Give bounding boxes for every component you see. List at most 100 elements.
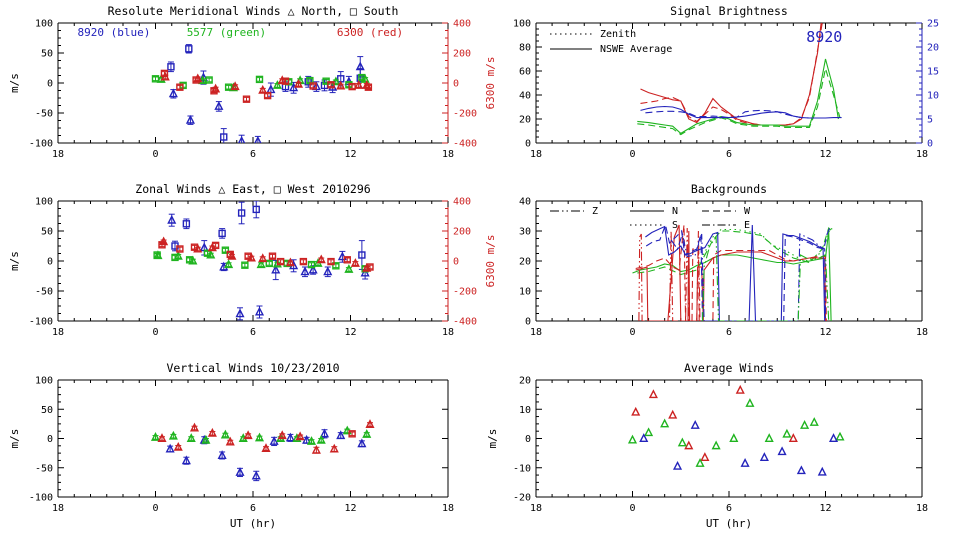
series-blue-dashed xyxy=(645,223,832,321)
marker-triangle xyxy=(150,432,161,441)
legend-label: NSWE Average xyxy=(600,44,672,55)
x-tick-label: 18 xyxy=(442,149,454,160)
y-axis-left: 100 50 0 -50 -100 m/s xyxy=(8,376,64,504)
marker-triangle xyxy=(269,436,279,445)
x-tick-label: 6 xyxy=(250,149,256,160)
x-tick-label: 18 xyxy=(442,327,454,338)
panel-meridional-winds: 18 0 6 12 18 100 50 0 -50 -100 m/s 400 200 0 -200 -400 6… xyxy=(8,4,497,160)
y-axis-right-title: 6300 m/s xyxy=(484,235,497,288)
marker-triangle xyxy=(293,78,304,88)
series-area xyxy=(153,201,374,321)
marker-triangle xyxy=(745,398,755,407)
chart-title: Average Winds xyxy=(684,361,774,375)
marker-triangle xyxy=(362,429,372,438)
marker-triangle xyxy=(271,264,281,274)
marker-square xyxy=(358,251,366,259)
y-tick-label-right: 0 xyxy=(453,79,459,90)
y-tick-label-right: -400 xyxy=(453,139,477,150)
series-8920-zenith xyxy=(165,428,367,482)
marker-triangle xyxy=(336,430,346,440)
annotation: 8920 xyxy=(806,28,842,46)
marker-triangle xyxy=(311,444,321,454)
marker-triangle xyxy=(235,467,245,476)
series-red-dashdotdot xyxy=(638,227,701,321)
y-tick-label-right: -200 xyxy=(453,109,477,120)
y-tick-label: -100 xyxy=(29,317,53,328)
legend-label: Zenith xyxy=(600,29,636,40)
series-5577-avg xyxy=(627,398,845,467)
marker-triangle xyxy=(185,114,195,124)
y-axis-left: 100 50 0 -50 -100 m/s xyxy=(8,197,64,328)
marker-triangle xyxy=(639,433,649,442)
series-6300-zenith xyxy=(157,419,375,454)
marker-square xyxy=(307,260,316,269)
y-tick-label: 0 xyxy=(525,317,531,328)
marker-triangle xyxy=(362,80,372,89)
marker-triangle xyxy=(777,446,787,456)
marker-triangle xyxy=(165,443,175,453)
series-area xyxy=(632,223,836,321)
marker-triangle xyxy=(285,432,295,442)
marker-triangle xyxy=(214,101,224,110)
y-tick-label: 30 xyxy=(519,227,531,238)
x-tick-label: 18 xyxy=(530,503,542,514)
x-tick-label: 0 xyxy=(629,149,635,160)
marker-square xyxy=(276,257,285,266)
marker-triangle xyxy=(261,443,271,452)
marker-triangle xyxy=(306,436,317,445)
annotation: 5577 (green) xyxy=(187,26,266,39)
marker-triangle xyxy=(362,262,372,272)
chart-title: Resolute Meridional Winds △ North, □ Sou… xyxy=(108,4,399,18)
marker-square xyxy=(176,245,184,253)
y-tick-label-right: 5 xyxy=(927,115,933,126)
marker-triangle xyxy=(828,433,839,442)
marker-triangle xyxy=(690,420,700,429)
series-5577-zenith xyxy=(150,425,372,445)
marker-triangle xyxy=(800,420,810,429)
marker-square xyxy=(309,82,317,90)
x-axis: 18 0 6 12 18 xyxy=(530,201,928,338)
y-axis-right: 25 20 15 10 5 0 xyxy=(916,19,939,150)
x-tick-label: 12 xyxy=(344,503,356,514)
annotation: 8920 (blue) xyxy=(78,26,151,39)
marker-triangle xyxy=(684,440,694,450)
series-6300-zenith-sq xyxy=(348,430,356,438)
marker-triangle xyxy=(157,433,167,442)
series-green-dashed xyxy=(637,226,834,276)
series-5577-zenith xyxy=(637,68,841,136)
panel-average-winds: 18 0 6 12 18 UT (hr) 20 10 0 -10 -20 m/s Average Win… xyxy=(486,361,928,530)
y-tick-label-right: -400 xyxy=(453,317,477,328)
marker-triangle xyxy=(159,236,169,246)
y-tick-label: -20 xyxy=(513,493,531,504)
x-axis: 18 0 6 12 18 xyxy=(530,23,928,160)
y-axis-right: 400 200 0 -200 -400 6300 m/s xyxy=(442,19,497,150)
series-6300-west xyxy=(158,241,374,271)
marker-triangle xyxy=(258,253,268,263)
y-axis-right xyxy=(916,200,922,322)
legend-label: E xyxy=(744,220,750,231)
y-tick-label: -50 xyxy=(35,463,53,474)
marker-square xyxy=(268,252,277,260)
series-green-dotted xyxy=(702,227,836,262)
series-6300-avg xyxy=(631,384,798,462)
marker-triangle xyxy=(220,429,230,439)
marker-square xyxy=(252,205,260,214)
marker-square xyxy=(205,76,213,84)
series-blue-solid xyxy=(645,224,826,321)
marker-triangle xyxy=(277,75,287,85)
x-tick-label: 18 xyxy=(916,503,928,514)
chart-title: Backgrounds xyxy=(691,182,767,196)
marker-triangle xyxy=(316,434,326,444)
y-tick-label: 50 xyxy=(41,227,53,238)
panel-vertical-winds: 18 0 6 12 18 UT (hr) 100 50 0 -50 -100 m/s Vertical … xyxy=(8,361,454,530)
x-tick-label: 12 xyxy=(819,327,831,338)
marker-square xyxy=(299,257,308,266)
series-5577-nswe xyxy=(637,58,839,135)
x-tick-label: 18 xyxy=(916,327,928,338)
marker-triangle xyxy=(153,250,163,260)
y-axis-right: 400 200 0 -200 -400 6300 m/s xyxy=(442,197,497,328)
marker-triangle xyxy=(207,427,217,437)
series-6300-zenith xyxy=(640,23,823,126)
